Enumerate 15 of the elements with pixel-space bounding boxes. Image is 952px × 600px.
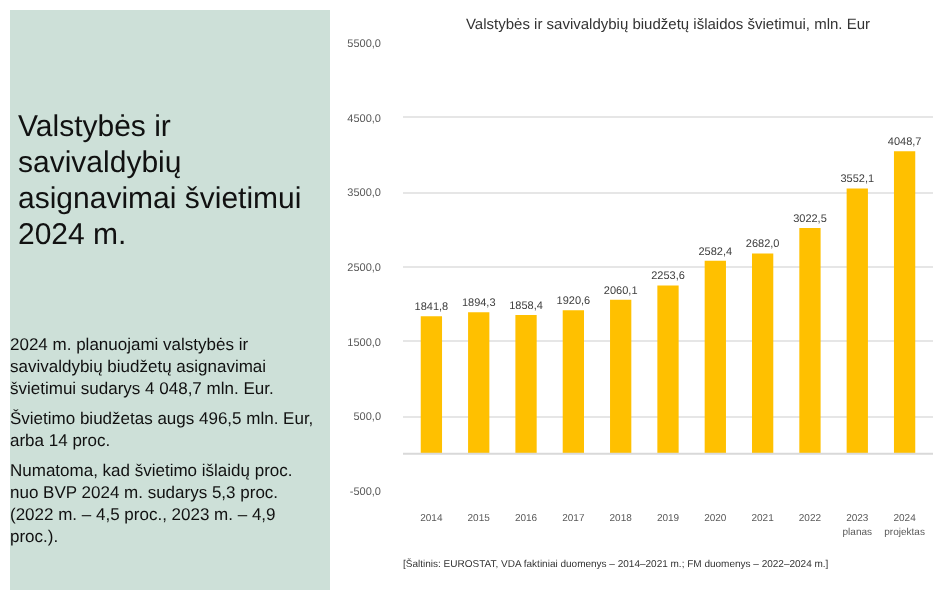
bar [610, 299, 632, 454]
bar [468, 312, 490, 454]
bar [846, 188, 868, 454]
bar [562, 310, 584, 454]
bar [752, 253, 774, 454]
bar [420, 316, 443, 454]
bar [704, 260, 726, 454]
text: Numatoma, kad švietimo išlaidų proc. nuo BVP 2024 m. sudarys 5,3 proc. (2022 m. – 4,5 proc., 2023 m. – 4,9 proc.). [10, 460, 295, 548]
bar [657, 285, 679, 454]
text: Švietimo biudžetas augs 496,5 mln. Eur, arba 14 proc. [10, 408, 316, 452]
bar [515, 314, 537, 454]
bar [799, 227, 821, 454]
text: Valstybės ir savivaldybių asignavimai švietimui 2024 m. [18, 110, 304, 254]
text: 2024 m. planuojami valstybės ir savivaldybių biudžetų asignavimai švietimui sudarys 4 048,7 mln. Eur. [10, 334, 276, 400]
bar [893, 151, 916, 454]
